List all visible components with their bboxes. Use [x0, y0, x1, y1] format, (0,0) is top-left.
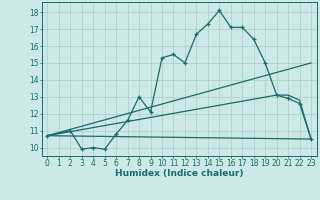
- X-axis label: Humidex (Indice chaleur): Humidex (Indice chaleur): [115, 169, 244, 178]
